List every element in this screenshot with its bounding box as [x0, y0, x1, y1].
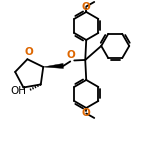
Text: O: O	[67, 50, 76, 60]
Text: O: O	[24, 47, 33, 57]
Text: OH: OH	[11, 86, 27, 96]
Text: O: O	[82, 2, 91, 12]
Polygon shape	[43, 64, 63, 68]
Text: O: O	[82, 108, 91, 118]
